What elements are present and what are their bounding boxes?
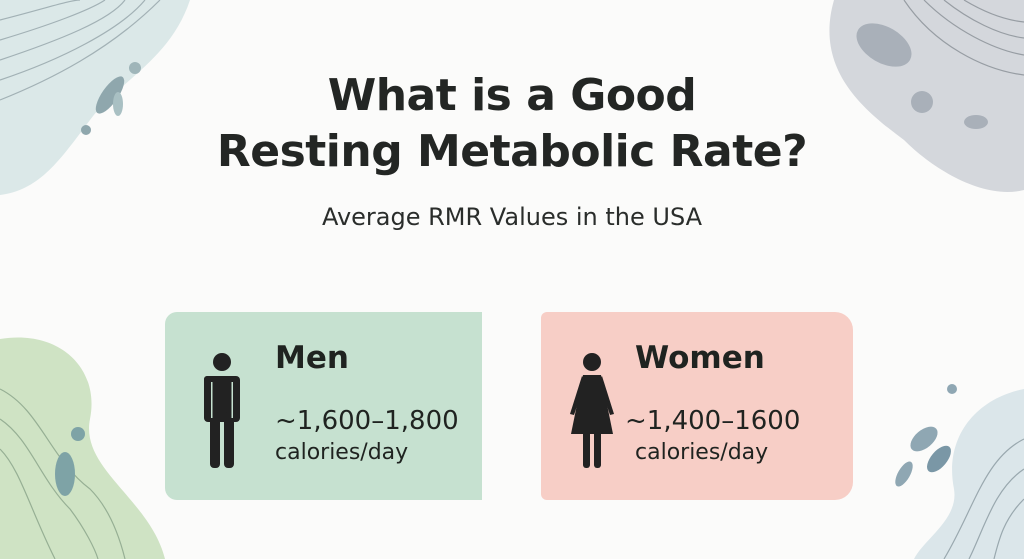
- woman-icon: [570, 353, 614, 468]
- decorative-blob-top-right: [829, 0, 1024, 192]
- women-label: Women: [635, 340, 765, 376]
- men-card: Men ~1,600–1,800 calories/day: [165, 312, 482, 500]
- women-rmr-range: ~1,400–1600: [625, 406, 801, 436]
- subtitle: Average RMR Values in the USA: [321, 203, 703, 231]
- men-label: Men: [275, 340, 349, 376]
- page-title: What is a Good Resting Metabolic Rate?: [0, 68, 1024, 180]
- men-rmr-range: ~1,600–1,800: [275, 406, 459, 436]
- man-icon: [204, 353, 240, 468]
- men-rmr-unit: calories/day: [275, 440, 409, 465]
- title-line-2: Resting Metabolic Rate?: [216, 126, 808, 177]
- decorative-blob-bottom-right: [895, 384, 1024, 559]
- title-line-1: What is a Good: [327, 70, 697, 121]
- women-rmr-unit: calories/day: [635, 440, 769, 465]
- decorative-blob-top-left: [0, 0, 190, 195]
- decorative-blob-bottom-left: [0, 337, 165, 559]
- women-card: Women ~1,400–1600 calories/day: [541, 312, 853, 500]
